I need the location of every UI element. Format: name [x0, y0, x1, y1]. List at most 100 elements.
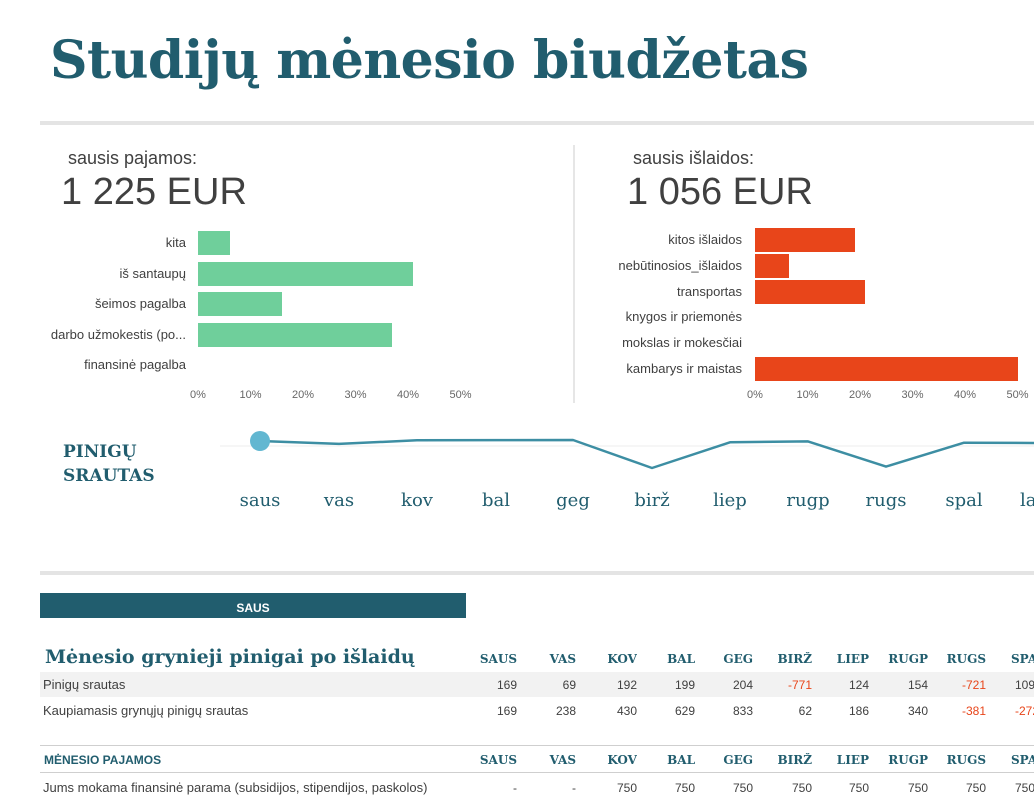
table-cell: 750 [616, 781, 637, 795]
table-cell: 750 [674, 781, 695, 795]
expense-bar [755, 228, 855, 252]
income-category-label: šeimos pagalba [94, 296, 186, 311]
income-table-title: MĖNESIO PAJAMOS [44, 753, 162, 767]
expense-bar [755, 253, 790, 278]
table-cell: -721 [961, 678, 986, 692]
income-tick-label: 30% [344, 389, 367, 401]
cash-flow-series-line [259, 438, 1034, 470]
table-cell: 750 [1015, 781, 1034, 795]
table-cell: 750 [965, 781, 986, 795]
expense-category-label: transportas [676, 283, 742, 299]
column-header: RUGS [946, 652, 986, 666]
month-tab-7[interactable]: rugp [786, 490, 830, 511]
row-label: Kaupiamasis grynųjų pinigų srautas [43, 703, 249, 718]
table-cell: 750 [907, 781, 928, 795]
income-tick-label: 10% [239, 389, 262, 401]
section-divider [40, 571, 1034, 575]
table-cell: 109 [1015, 678, 1034, 692]
column-header: VAS [549, 753, 576, 767]
income-category-label: finansinė pagalba [84, 357, 186, 372]
column-header: SPA [1011, 753, 1034, 767]
column-header: BIRŽ [777, 753, 813, 767]
cash-flow-month-labels: saus vas kov bal geg birž liep rugp rugs spal lapk… [0, 490, 1034, 516]
table-cell: -272 [1015, 704, 1034, 718]
month-tab-0[interactable]: saus [239, 490, 281, 511]
table-cell: 124 [848, 678, 869, 692]
income-category-label: iš santaupų [119, 265, 187, 281]
column-header: SAUS [479, 753, 517, 767]
net-table-title: Mėnesio grynieji pinigai po išlaidų [45, 646, 415, 668]
table-cell: -771 [787, 678, 812, 692]
table-cell: 833 [732, 704, 753, 718]
expense-category-label: nebūtinosios_išlaidos [618, 257, 742, 273]
month-tab-2[interactable]: kov [401, 490, 433, 511]
column-header: BIRŽ [777, 652, 813, 666]
table-cell: 169 [496, 678, 517, 692]
expense-bar [755, 357, 1018, 381]
expense-tick-label: 30% [901, 389, 924, 401]
column-header: RUGS [946, 753, 986, 767]
income-table-top-rule [40, 745, 1034, 746]
income-total: 1 225 EUR [61, 171, 247, 213]
kpi-divider [573, 145, 575, 403]
expense-tick-label: 20% [848, 389, 872, 401]
table-cell: 62 [798, 704, 812, 718]
column-header: RUGP [888, 652, 928, 666]
month-tab-3[interactable]: bal [481, 490, 510, 511]
income-category-label: darbo užmokestis (po... [50, 326, 186, 342]
expense-tick-label: 40% [953, 389, 977, 401]
title-divider [40, 121, 1034, 125]
month-tab-6[interactable]: liep [713, 490, 747, 511]
table-cell: 199 [674, 678, 695, 692]
column-header: BAL [667, 753, 695, 767]
month-tab-9[interactable]: spal [945, 490, 983, 511]
column-header: LIEP [836, 652, 869, 666]
table-row [40, 672, 1034, 697]
cash-flow-title-line1: PINIGŲ [63, 442, 137, 462]
month-tab-8[interactable]: rugs [865, 490, 907, 511]
table-cell: - [513, 781, 517, 795]
table-cell: -381 [961, 704, 986, 718]
expense-category-label: kitos išlaidos [668, 232, 742, 247]
income-bar [198, 322, 393, 347]
income-tick-label: 40% [396, 389, 420, 401]
income-table-header: SAUS VAS KOV BAL GEG BIRŽ LIEP RUGP RUGS SPA [0, 753, 1034, 769]
table-cell: 629 [674, 704, 695, 718]
month-tab-1[interactable]: vas [323, 490, 355, 511]
table-cell: 340 [907, 704, 928, 718]
expense-tick-label: 0% [747, 389, 763, 401]
expense-tick-label: 10% [796, 389, 819, 401]
table-cell: 186 [848, 704, 869, 718]
column-header: KOV [607, 753, 637, 767]
income-tick-label: 0% [190, 389, 206, 401]
column-header: SAUS [479, 652, 517, 666]
income-tick-label: 50% [449, 389, 472, 401]
expense-label: sausis išlaidos: [633, 148, 755, 168]
cash-flow-title: PINIGŲ SRAUTAS [63, 440, 155, 488]
income-category-label: kita [165, 235, 186, 250]
month-tab-4[interactable]: geg [556, 490, 590, 511]
expense-bar [755, 279, 866, 304]
row-label: Jums mokama finansinė parama (subsidijos… [43, 780, 428, 795]
income-table-rule [40, 772, 1034, 773]
income-label: sausis pajamos: [68, 148, 198, 168]
expense-tick-label: 50% [1006, 389, 1029, 401]
column-header: VAS [549, 652, 576, 666]
table-cell: 430 [616, 704, 637, 718]
table-cell: 154 [907, 678, 928, 692]
table-cell: 69 [562, 678, 576, 692]
column-header: LIEP [836, 753, 869, 767]
column-header: SPA [1011, 652, 1034, 666]
selected-month-banner[interactable]: SAUS [40, 593, 466, 618]
net-table-header: SAUS VAS KOV BAL GEG BIRŽ LIEP RUGP RUGS SPA [0, 652, 1034, 668]
month-tab-10[interactable]: lapkr [1020, 490, 1034, 511]
cash-flow-line-chart [220, 431, 1034, 470]
row-label: Pinigų srautas [43, 677, 126, 692]
expense-category-label: mokslas ir mokesčiai [622, 335, 742, 351]
column-header: GEG [723, 652, 753, 666]
month-tab-5[interactable]: birž [634, 490, 670, 511]
cash-flow-title-line2: SRAUTAS [63, 466, 155, 486]
income-tick-label: 20% [291, 389, 315, 401]
cash-flow-selected-point[interactable] [250, 431, 270, 451]
income-bar [198, 261, 414, 286]
